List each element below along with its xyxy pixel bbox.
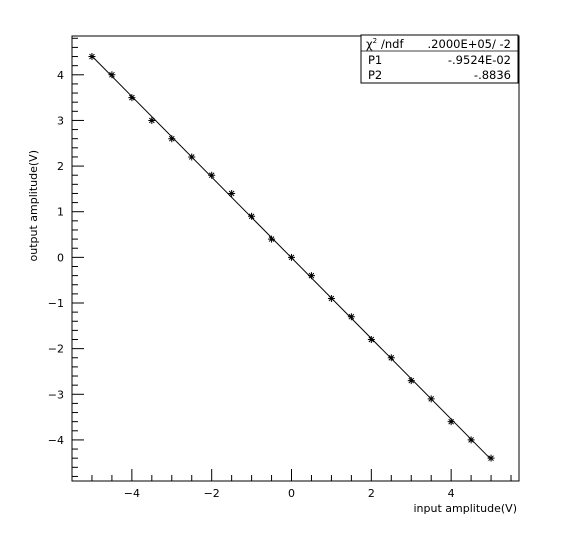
data-point (447, 418, 455, 426)
stats-chi2-symbol: χ2 (366, 37, 377, 51)
y-tick-label: −2 (48, 343, 64, 356)
y-tick-label: 1 (57, 206, 64, 219)
x-tick-label: −2 (204, 487, 220, 500)
data-point (88, 53, 96, 61)
stats-row1-label: /ndf (381, 37, 404, 51)
stats-row2-value: -.9524E-02 (448, 53, 511, 67)
data-point (128, 94, 136, 102)
x-tick-label: 2 (368, 487, 375, 500)
data-point (367, 336, 375, 344)
data-point (288, 253, 296, 261)
y-tick-label: −4 (48, 434, 64, 447)
data-point (188, 153, 196, 161)
x-tick-label: 0 (288, 487, 295, 500)
x-axis-label: input amplitude(V) (414, 502, 518, 515)
y-tick-label: −1 (48, 297, 64, 310)
plot-frame (71, 35, 520, 482)
stats-box-border (360, 34, 519, 84)
x-tick-label: 4 (448, 487, 455, 500)
y-axis-label: output amplitude(V) (27, 150, 40, 261)
stats-row2-label: P1 (368, 53, 382, 67)
data-point (108, 71, 116, 79)
data-point (487, 454, 495, 462)
data-point (347, 313, 355, 321)
x-tick-label: −4 (124, 487, 140, 500)
data-point (248, 212, 256, 220)
data-point (387, 354, 395, 362)
data-point (228, 189, 236, 197)
y-tick-label: 2 (57, 160, 64, 173)
plot-layer: −4 −2 0 2 4 −4 −3 −2 −1 0 1 2 3 4 (48, 35, 520, 500)
y-tick-label: 4 (57, 69, 64, 82)
data-point (427, 395, 435, 403)
data-point (208, 171, 216, 179)
stats-row3-label: P2 (368, 68, 382, 82)
stats-row1-value: .2000E+05/ -2 (428, 37, 511, 51)
data-point (407, 377, 415, 385)
data-point (327, 294, 335, 302)
y-tick-label: −3 (48, 388, 64, 401)
data-point (467, 436, 475, 444)
y-tick-label: 3 (57, 114, 64, 127)
y-tick-label: 0 (57, 251, 64, 264)
stats-row3-value: -.8836 (474, 68, 511, 82)
stats-box: χ2 /ndf .2000E+05/ -2 P1 -.9524E-02 P2 -… (360, 34, 519, 84)
data-point (168, 135, 176, 143)
data-point (307, 272, 315, 280)
data-point (148, 116, 156, 124)
data-point (268, 235, 276, 243)
